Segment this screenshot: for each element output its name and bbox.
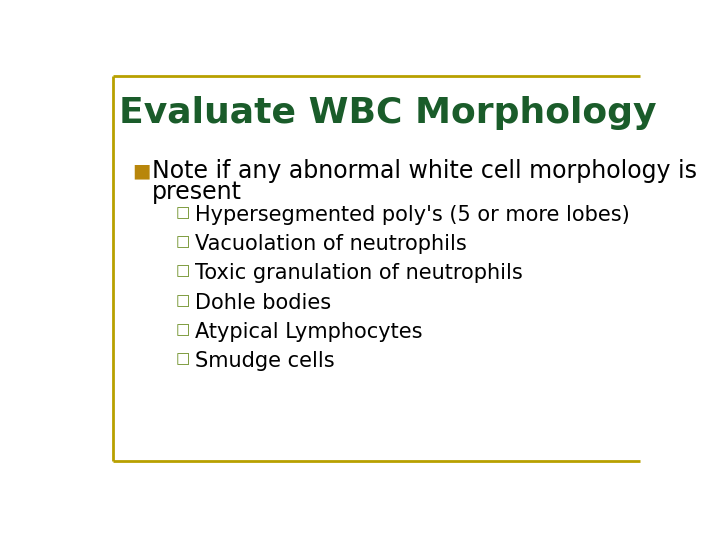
Text: Hypersegmented poly's (5 or more lobes): Hypersegmented poly's (5 or more lobes) xyxy=(194,205,629,225)
Text: Evaluate WBC Morphology: Evaluate WBC Morphology xyxy=(120,96,657,130)
Text: Dohle bodies: Dohle bodies xyxy=(194,293,330,313)
Text: Note if any abnormal white cell morphology is: Note if any abnormal white cell morpholo… xyxy=(152,159,697,183)
Text: □: □ xyxy=(175,234,189,249)
Text: present: present xyxy=(152,180,242,204)
Text: □: □ xyxy=(175,322,189,337)
Text: □: □ xyxy=(175,205,189,220)
Text: Atypical Lymphocytes: Atypical Lymphocytes xyxy=(194,322,422,342)
Text: □: □ xyxy=(175,264,189,279)
Text: □: □ xyxy=(175,293,189,308)
Text: Vacuolation of neutrophils: Vacuolation of neutrophils xyxy=(194,234,467,254)
Text: □: □ xyxy=(175,351,189,366)
Text: Toxic granulation of neutrophils: Toxic granulation of neutrophils xyxy=(194,264,523,284)
Text: ■: ■ xyxy=(132,161,151,180)
Text: Smudge cells: Smudge cells xyxy=(194,351,334,371)
